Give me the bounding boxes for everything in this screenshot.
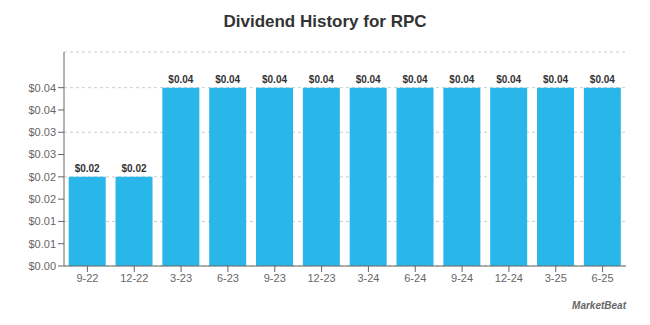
svg-text:$0.02: $0.02 (75, 163, 100, 174)
svg-text:12-23: 12-23 (308, 272, 336, 284)
svg-text:6-25: 6-25 (592, 272, 614, 284)
svg-text:6-23: 6-23 (217, 272, 239, 284)
svg-text:$0.04: $0.04 (496, 74, 521, 85)
svg-text:12-24: 12-24 (495, 272, 523, 284)
svg-text:$0.01: $0.01 (28, 215, 56, 227)
svg-text:$0.04: $0.04 (543, 74, 568, 85)
svg-text:6-24: 6-24 (404, 272, 426, 284)
svg-text:$0.04: $0.04 (28, 104, 56, 116)
svg-text:$0.04: $0.04 (28, 82, 56, 94)
svg-text:$0.01: $0.01 (28, 238, 56, 250)
svg-text:9-22: 9-22 (76, 272, 98, 284)
svg-text:$0.04: $0.04 (168, 74, 193, 85)
svg-text:$0.03: $0.03 (28, 148, 56, 160)
svg-text:3-24: 3-24 (357, 272, 379, 284)
svg-text:3-23: 3-23 (170, 272, 192, 284)
svg-text:$0.04: $0.04 (262, 74, 287, 85)
svg-text:$0.04: $0.04 (403, 74, 428, 85)
svg-text:$0.03: $0.03 (28, 126, 56, 138)
svg-text:$0.00: $0.00 (28, 260, 56, 272)
html-text:MarketBeat: MarketBeat (572, 300, 626, 311)
svg-text:$0.04: $0.04 (590, 74, 615, 85)
svg-text:$0.04: $0.04 (309, 74, 334, 85)
svg-text:$0.02: $0.02 (28, 193, 56, 205)
svg-text:$0.04: $0.04 (449, 74, 474, 85)
svg-text:3-25: 3-25 (545, 272, 567, 284)
svg-text:12-22: 12-22 (120, 272, 148, 284)
svg-text:9-23: 9-23 (264, 272, 286, 284)
svg-text:$0.02: $0.02 (28, 171, 56, 183)
svg-text:$0.02: $0.02 (122, 163, 147, 174)
svg-text:$0.04: $0.04 (356, 74, 381, 85)
svg-text:$0.04: $0.04 (215, 74, 240, 85)
html-text:Dividend History for RPC: Dividend History for RPC (223, 12, 427, 31)
svg-text:9-24: 9-24 (451, 272, 473, 284)
